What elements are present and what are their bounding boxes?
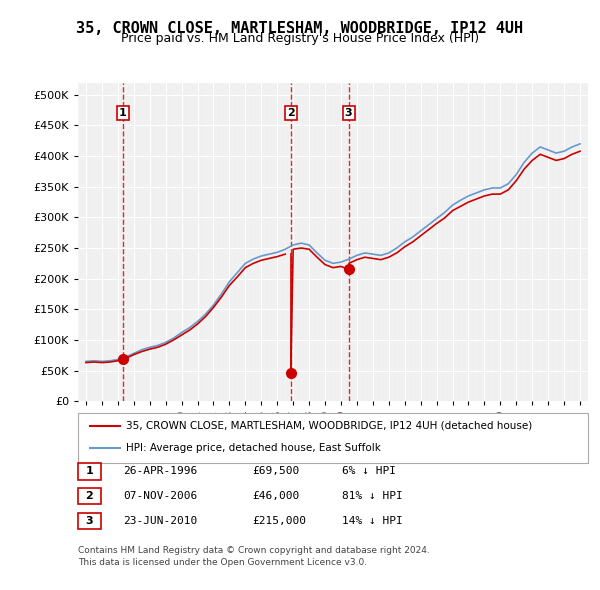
- Text: Contains HM Land Registry data © Crown copyright and database right 2024.: Contains HM Land Registry data © Crown c…: [78, 546, 430, 555]
- Text: This data is licensed under the Open Government Licence v3.0.: This data is licensed under the Open Gov…: [78, 558, 367, 566]
- Text: 3: 3: [86, 516, 93, 526]
- Text: 1: 1: [86, 467, 93, 476]
- Text: 2: 2: [86, 491, 93, 501]
- Text: 35, CROWN CLOSE, MARTLESHAM, WOODBRIDGE, IP12 4UH: 35, CROWN CLOSE, MARTLESHAM, WOODBRIDGE,…: [76, 21, 524, 35]
- Text: 23-JUN-2010: 23-JUN-2010: [123, 516, 197, 526]
- Text: 6% ↓ HPI: 6% ↓ HPI: [342, 467, 396, 476]
- Text: 2: 2: [287, 108, 295, 118]
- Text: £69,500: £69,500: [252, 467, 299, 476]
- Text: 3: 3: [345, 108, 352, 118]
- Text: 07-NOV-2006: 07-NOV-2006: [123, 491, 197, 501]
- Text: 1: 1: [119, 108, 127, 118]
- Text: £46,000: £46,000: [252, 491, 299, 501]
- Text: £215,000: £215,000: [252, 516, 306, 526]
- Text: 14% ↓ HPI: 14% ↓ HPI: [342, 516, 403, 526]
- Text: 35, CROWN CLOSE, MARTLESHAM, WOODBRIDGE, IP12 4UH (detached house): 35, CROWN CLOSE, MARTLESHAM, WOODBRIDGE,…: [126, 421, 532, 431]
- Text: Price paid vs. HM Land Registry's House Price Index (HPI): Price paid vs. HM Land Registry's House …: [121, 32, 479, 45]
- Text: 81% ↓ HPI: 81% ↓ HPI: [342, 491, 403, 501]
- Text: HPI: Average price, detached house, East Suffolk: HPI: Average price, detached house, East…: [126, 444, 381, 453]
- Text: 26-APR-1996: 26-APR-1996: [123, 467, 197, 476]
